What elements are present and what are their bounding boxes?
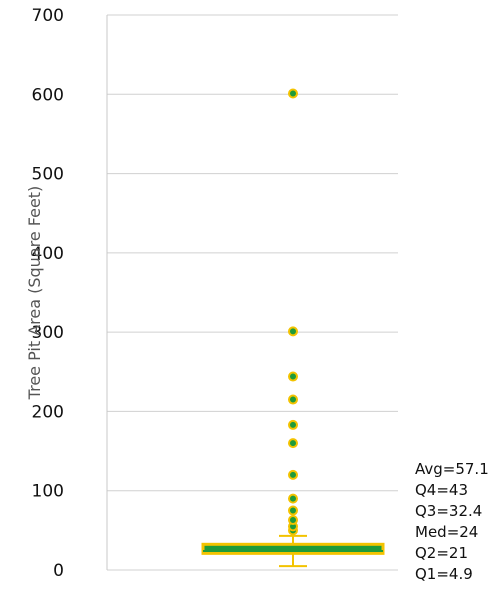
outlier-point bbox=[288, 419, 298, 430]
y-axis-label: Tree Pit Area (Square Feet) bbox=[25, 186, 44, 401]
outlier-point bbox=[288, 326, 298, 337]
outlier-points bbox=[288, 88, 298, 536]
y-tick-label: 600 bbox=[32, 85, 64, 105]
stat-label: Q2=21 bbox=[415, 544, 468, 562]
y-tick-label: 500 bbox=[32, 165, 64, 185]
y-tick-labels: 0 100 200 300 400 500 600 700 bbox=[32, 6, 64, 581]
summary-stats: Avg=57.1 Q4=43 Q3=32.4 Med=24 Q2=21 Q1=4.9 bbox=[415, 460, 489, 583]
outlier-point bbox=[288, 505, 298, 516]
outlier-point bbox=[288, 88, 298, 99]
y-tick-label: 0 bbox=[53, 561, 64, 581]
stat-label: Med=24 bbox=[415, 523, 478, 541]
y-tick-label: 100 bbox=[32, 482, 64, 502]
stat-label: Q1=4.9 bbox=[415, 565, 473, 583]
outlier-point bbox=[288, 515, 298, 526]
outlier-point bbox=[288, 438, 298, 449]
y-tick-label: 400 bbox=[32, 244, 64, 264]
outlier-point bbox=[288, 469, 298, 480]
stat-label: Q3=32.4 bbox=[415, 502, 482, 520]
stat-label: Avg=57.1 bbox=[415, 460, 489, 478]
outlier-point bbox=[288, 493, 298, 504]
box-plot bbox=[201, 534, 385, 568]
iqr-box bbox=[201, 542, 385, 555]
y-tick-label: 300 bbox=[32, 323, 64, 343]
outlier-point bbox=[288, 371, 298, 382]
grid-lines bbox=[107, 14, 398, 571]
stat-label: Q4=43 bbox=[415, 481, 468, 499]
y-tick-label: 200 bbox=[32, 402, 64, 422]
y-tick-label: 700 bbox=[32, 6, 64, 26]
outlier-point bbox=[288, 394, 298, 405]
